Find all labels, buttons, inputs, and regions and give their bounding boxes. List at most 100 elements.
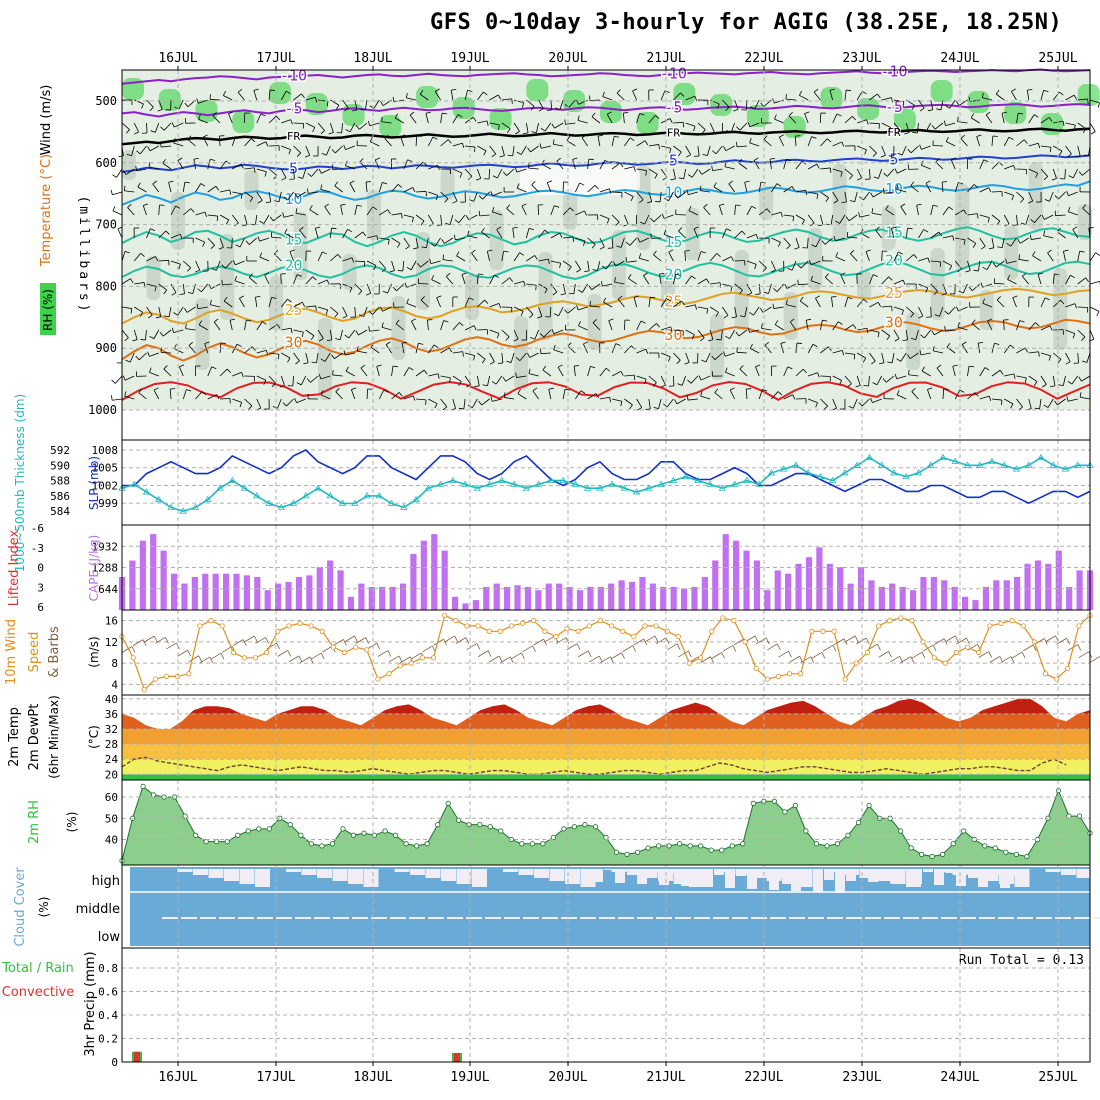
wind-barb — [632, 88, 638, 101]
wind-barb — [900, 203, 907, 216]
wind-barb — [503, 187, 515, 193]
wind-barb — [335, 387, 343, 400]
wind-barb — [722, 283, 733, 292]
cape-bar — [972, 600, 979, 610]
wind-barb — [675, 209, 686, 216]
wind10-barb — [678, 650, 689, 658]
wind-barb — [1001, 111, 1007, 124]
wind-barb — [142, 203, 149, 216]
wind-barb — [807, 163, 820, 170]
wind-barb — [1040, 168, 1048, 181]
wind-barb — [391, 213, 403, 219]
wind10-barb — [288, 655, 300, 663]
cloud-mid-gap — [219, 917, 235, 919]
wind10-barb-flag — [476, 643, 481, 650]
cloud-high-gap — [824, 869, 834, 880]
wind-barb — [1043, 398, 1054, 408]
wind-barb — [734, 230, 746, 239]
wind-barb — [489, 303, 502, 309]
wind10-barb-flag — [242, 639, 247, 646]
wind-barb — [173, 306, 184, 316]
thickness-point — [387, 499, 396, 506]
cloud-mid-gap — [998, 917, 1014, 919]
wind-barb — [551, 122, 564, 129]
wind10-barb — [1045, 635, 1056, 643]
thickness-point — [939, 453, 947, 461]
cloud-high-gap — [1061, 869, 1076, 875]
wind10-barb — [210, 652, 222, 660]
wind-barb — [746, 260, 757, 270]
wind-barb — [307, 188, 319, 194]
wind-barb — [282, 212, 294, 218]
wind-barb — [870, 397, 882, 403]
rh2m-point — [982, 843, 988, 849]
wind10-barb-flag — [754, 635, 759, 643]
wind-barb — [578, 321, 588, 331]
wind-barb — [987, 318, 993, 331]
wind10-barb — [177, 649, 188, 657]
wind-barb — [324, 203, 331, 216]
wind-barb — [726, 122, 736, 133]
rh2m-point — [719, 847, 725, 853]
wind-barb — [403, 187, 416, 193]
wind10-barb — [789, 655, 800, 663]
cloud-high-gap — [835, 869, 845, 893]
wind-barb — [111, 395, 123, 401]
top-date-label: 21JUL — [646, 51, 685, 66]
wind-barb — [1067, 375, 1079, 385]
wind-barb — [904, 122, 910, 135]
wind10-barb — [1023, 644, 1034, 652]
wind10-point — [1009, 618, 1015, 624]
isotherm-label: 20 — [664, 265, 682, 283]
wind10-barb — [533, 638, 544, 646]
wind-barb — [501, 277, 514, 285]
wind10-barb — [989, 656, 1001, 663]
wind-barb — [132, 329, 138, 342]
wind-barb — [332, 369, 343, 377]
thickness-point — [1049, 461, 1057, 468]
wind-barb — [820, 191, 829, 203]
wind-barb — [950, 157, 957, 170]
wind-barb — [703, 203, 711, 216]
wind-barb — [612, 260, 625, 267]
wind-barb — [465, 145, 476, 153]
wind-barb — [528, 368, 539, 377]
wind-barb — [149, 329, 160, 340]
cape-bar — [222, 573, 230, 610]
wind-barb — [116, 352, 123, 364]
wind-barb — [415, 214, 425, 226]
cape-bar — [712, 560, 719, 610]
wind-barb — [110, 189, 123, 196]
wind-barb — [820, 375, 831, 382]
rh2m-point — [698, 843, 704, 849]
wind-barb — [865, 168, 871, 180]
wind-barb — [893, 279, 906, 285]
wind-barb — [478, 398, 490, 406]
wind10-point — [286, 623, 292, 629]
thickness-point — [951, 457, 959, 464]
wind10-barb — [600, 656, 611, 664]
rh2m-point — [634, 849, 641, 855]
wind-barb — [856, 298, 868, 308]
wind-barb — [248, 273, 258, 285]
wind10-barb — [466, 643, 478, 650]
wind-barb — [452, 114, 463, 124]
isotherm-15 — [121, 226, 1091, 248]
bottom-date-label: 17JUL — [256, 1070, 295, 1085]
wind-barb — [425, 111, 431, 124]
wind10-barb — [889, 655, 900, 663]
temp-tick: 40 — [105, 693, 118, 706]
wind-barb — [393, 302, 404, 308]
cape-bar — [691, 586, 698, 610]
wind-barb — [281, 145, 292, 155]
wind10-barb — [310, 652, 322, 660]
wind-barb — [1089, 122, 1096, 135]
wind-barb — [1044, 191, 1054, 202]
wind-barb — [614, 277, 625, 285]
cape-bar — [285, 581, 292, 610]
wind-barb — [550, 205, 560, 216]
wind-barb — [820, 167, 832, 173]
wind-barb — [840, 272, 846, 285]
wind-barb — [1065, 122, 1076, 131]
cloud-mid-gap — [941, 917, 957, 919]
